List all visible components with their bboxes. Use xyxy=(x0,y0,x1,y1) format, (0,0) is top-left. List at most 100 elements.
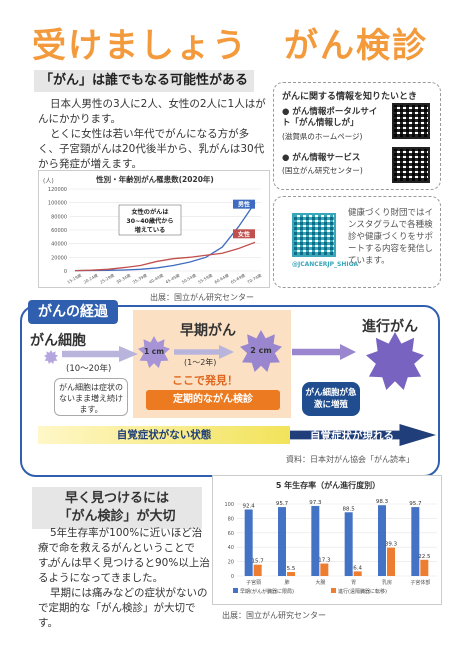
y-axis-label: (人) xyxy=(43,178,54,185)
info-service-link[interactable]: ● がん情報サービス xyxy=(282,153,361,163)
y-tick-label: 80 xyxy=(228,516,234,522)
annotation-box xyxy=(118,204,182,236)
small-cell-icon xyxy=(44,350,58,364)
paragraph-early-cure: がんは早く見つけると90%以上治るようになってきました。 xyxy=(38,557,210,584)
y-tick-label: 40 xyxy=(228,545,234,551)
info-portal-link[interactable]: ● がん情報ポータルサイト「がん情報しが」 xyxy=(282,107,378,128)
y-tick-label: 40000 xyxy=(51,242,67,248)
x-tick-label: 大腸 xyxy=(315,579,325,586)
data-label: 39.3 xyxy=(385,542,398,548)
regular-checkup-label: 定期的ながん検診 xyxy=(146,390,280,410)
bar-early xyxy=(378,505,386,576)
x-tick-label: 65-69歳 xyxy=(229,272,246,285)
legend-advanced: 進行(遠隔臓器に転移) xyxy=(338,588,387,595)
data-label: 15.7 xyxy=(252,559,265,565)
found-here-label: ここで発見！ xyxy=(172,374,238,387)
years-1-2: (1〜2年) xyxy=(184,358,217,367)
y-tick-label: 100000 xyxy=(48,201,67,207)
x-tick-label: 20-24歳 xyxy=(82,272,99,285)
instagram-box: @JCANCERJP_SHIGA 健康づくり財団ではインスタグラムで各種検診や健… xyxy=(273,196,441,288)
x-tick-label: 45-49歳 xyxy=(164,272,181,285)
data-label: 88.5 xyxy=(343,506,356,512)
page-title: 受けましょう がん検診 xyxy=(32,26,428,66)
x-tick-label: 35-39歳 xyxy=(131,272,148,285)
data-label: 98.3 xyxy=(376,499,389,505)
data-label: 5.5 xyxy=(287,566,296,572)
paragraph-regular-checkup: 早期には痛みなどの症状がないので定期的な「がん検診」が大切です。 xyxy=(38,587,208,629)
instagram-description: 健康づくり財団ではインスタグラムで各種検診や健康づくりをサポートする内容を発信し… xyxy=(348,208,434,266)
bar-advanced xyxy=(353,571,362,576)
cell-years: (10〜20年) xyxy=(66,364,112,374)
x-tick-label: 50-54歳 xyxy=(180,272,197,285)
qr-code-portal[interactable] xyxy=(392,103,430,139)
paragraph-women-young: とくに女性は若い年代でがんになる方が多く、子宮頸がんは20代後半から、乳がんは3… xyxy=(38,128,265,170)
x-tick-label: 子宮頸 xyxy=(246,579,261,586)
bar-advanced xyxy=(287,572,295,576)
y-tick-label: 80000 xyxy=(51,214,67,220)
course-source: 資料：日本対がん協会「がん読本」 xyxy=(286,455,414,464)
bar-early xyxy=(311,505,320,576)
bar-early xyxy=(278,507,286,576)
chart2-source: 出展：国立がん研究センター xyxy=(222,611,326,620)
data-label: 95.7 xyxy=(276,501,289,507)
y-tick-label: 60 xyxy=(228,531,234,537)
bar-advanced xyxy=(320,563,329,576)
annotation-text: 増えている xyxy=(135,226,166,234)
series-label: 女性 xyxy=(238,230,250,238)
x-tick-label: 70-74歳 xyxy=(246,272,263,285)
y-tick-label: 100 xyxy=(224,502,234,508)
legend-box xyxy=(233,199,255,209)
series-line-male xyxy=(74,202,256,272)
data-label: 95.7 xyxy=(409,501,422,507)
x-tick-label: 胃 xyxy=(351,580,356,586)
size-2cm: 2 cm xyxy=(250,346,272,355)
survival-bar-chart: 5 年生存率（がん進行度別） 0 20 40 60 80 100 子宮頸 92.4 15.7 肺 95… xyxy=(212,475,442,605)
x-tick-label: 子宮体部 xyxy=(410,579,430,586)
y-tick-label: 0 xyxy=(231,574,234,580)
data-label: 22.5 xyxy=(418,554,431,560)
info-box: がんに関する情報を知りたいとき ● がん情報ポータルサイト「がん情報しが」 (滋… xyxy=(273,82,441,190)
incidence-line-chart: 性別・年齢別がん罹患数(2020年) (人) 0 20000 40000 60000 800… xyxy=(38,170,270,288)
chart-title: 性別・年齢別がん罹患数(2020年) xyxy=(96,174,214,184)
cell-note: がん細胞は症状のないまま増え続けます。 xyxy=(54,378,128,416)
heading-line-1: 早く見つけるには xyxy=(64,491,169,506)
x-tick-label: 肺 xyxy=(284,580,289,586)
bar-advanced xyxy=(420,559,429,576)
heading-line-2: 「がん検診」が大切 xyxy=(58,509,176,524)
early-cancer-label: 早期がん xyxy=(180,323,236,339)
series-label: 男性 xyxy=(238,201,250,209)
no-symptom-bar: 自覚症状がない状態 xyxy=(38,426,290,444)
bar-advanced xyxy=(387,547,395,576)
annotation-text: 女性のがんは xyxy=(131,208,169,216)
instagram-qr-code[interactable] xyxy=(292,213,336,257)
info-heading: がんに関する情報を知りたいとき xyxy=(282,92,418,102)
rapid-growth-label: がん細胞が急激に増殖 xyxy=(302,382,360,416)
info-service-sub: (国立がん研究センター) xyxy=(282,166,363,175)
x-tick-label: 乳房 xyxy=(382,579,392,586)
cancer-cell-label: がん細胞 xyxy=(30,333,86,349)
info-portal-sub: (滋賀県のホームページ) xyxy=(282,132,363,141)
x-tick-label: 25-29歳 xyxy=(98,272,115,285)
data-label: 92.4 xyxy=(243,503,256,509)
incidence-chart-svg: 性別・年齢別がん罹患数(2020年) (人) 0 20000 40000 60000 800… xyxy=(43,174,263,285)
y-tick-label: 0 xyxy=(64,269,67,275)
data-label: 97.3 xyxy=(309,500,322,506)
legend-swatch-early xyxy=(233,588,238,593)
bar-early xyxy=(244,509,253,576)
x-tick-label: 55-59歳 xyxy=(197,272,214,285)
survival-chart-svg: 5 年生存率（がん進行度別） 0 20 40 60 80 100 子宮頸 92.4 15.7 肺 95… xyxy=(224,480,437,595)
paragraph-statistics: 日本人男性の3人に2人、女性の2人に1人はがんにかかります。 xyxy=(38,98,266,125)
legend-swatch-advanced xyxy=(331,588,336,593)
x-tick-label: 30-34歳 xyxy=(115,272,132,285)
y-tick-label: 120000 xyxy=(48,187,67,193)
course-label: がんの経過 xyxy=(28,300,118,324)
y-tick-label: 20 xyxy=(228,560,234,566)
instagram-handle: @JCANCERJP_SHIGA xyxy=(292,261,359,268)
x-tick-label: 15-19歳 xyxy=(66,272,83,285)
qr-code-service[interactable] xyxy=(392,147,430,183)
paragraph-survival: 5年生存率が100%に近いほど治療で命を救えるがんということです。 xyxy=(38,527,203,569)
data-label: 17.3 xyxy=(318,558,331,564)
chart-title: 5 年生存率（がん進行度別） xyxy=(276,480,380,490)
early-detection-heading: 早く見つけるには 「がん検診」が大切 xyxy=(32,487,202,529)
advanced-cancer-label: 進行がん xyxy=(362,319,418,335)
